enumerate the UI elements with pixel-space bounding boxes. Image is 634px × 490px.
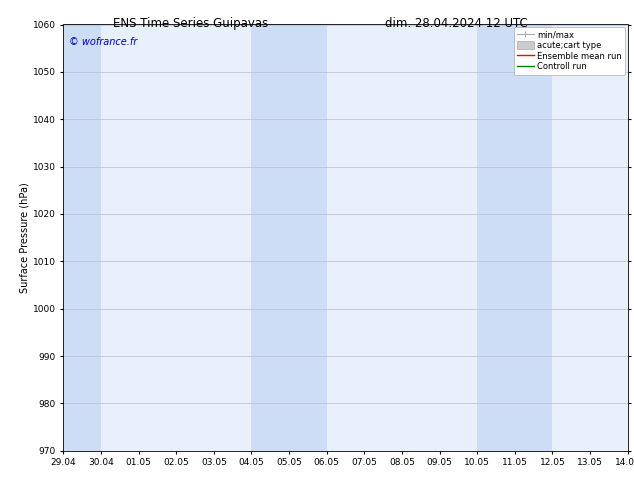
Text: ENS Time Series Guipavas: ENS Time Series Guipavas xyxy=(113,17,268,30)
Bar xyxy=(252,24,327,451)
Y-axis label: Surface Pressure (hPa): Surface Pressure (hPa) xyxy=(20,182,30,293)
Text: dim. 28.04.2024 12 UTC: dim. 28.04.2024 12 UTC xyxy=(385,17,528,30)
Bar xyxy=(63,24,101,451)
Bar xyxy=(477,24,552,451)
Text: © wofrance.fr: © wofrance.fr xyxy=(69,37,138,48)
Legend: min/max, acute;cart type, Ensemble mean run, Controll run: min/max, acute;cart type, Ensemble mean … xyxy=(514,27,625,74)
